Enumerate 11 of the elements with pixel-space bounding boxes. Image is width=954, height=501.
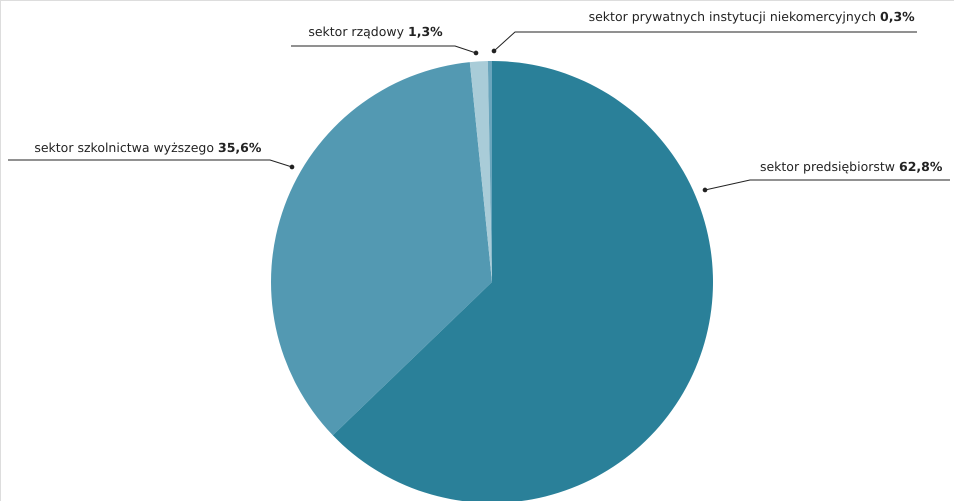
data-label: 35,6% <box>218 140 262 155</box>
slice-label: sektor rządowy <box>308 24 405 39</box>
data-label: 62,8% <box>899 159 943 174</box>
data-label: 1,3% <box>408 24 444 39</box>
slice-label: sektor szkolnictwa wyższego <box>34 140 214 155</box>
slice-label: sektor prywatnych instytucji niekomercyjnych <box>588 9 876 24</box>
slice-label: sektor predsiębiorstw <box>760 159 895 174</box>
data-label: 0,3% <box>880 9 916 24</box>
pie-slice <box>332 61 713 501</box>
pie-slice <box>271 62 492 436</box>
pie-slice <box>470 61 492 282</box>
